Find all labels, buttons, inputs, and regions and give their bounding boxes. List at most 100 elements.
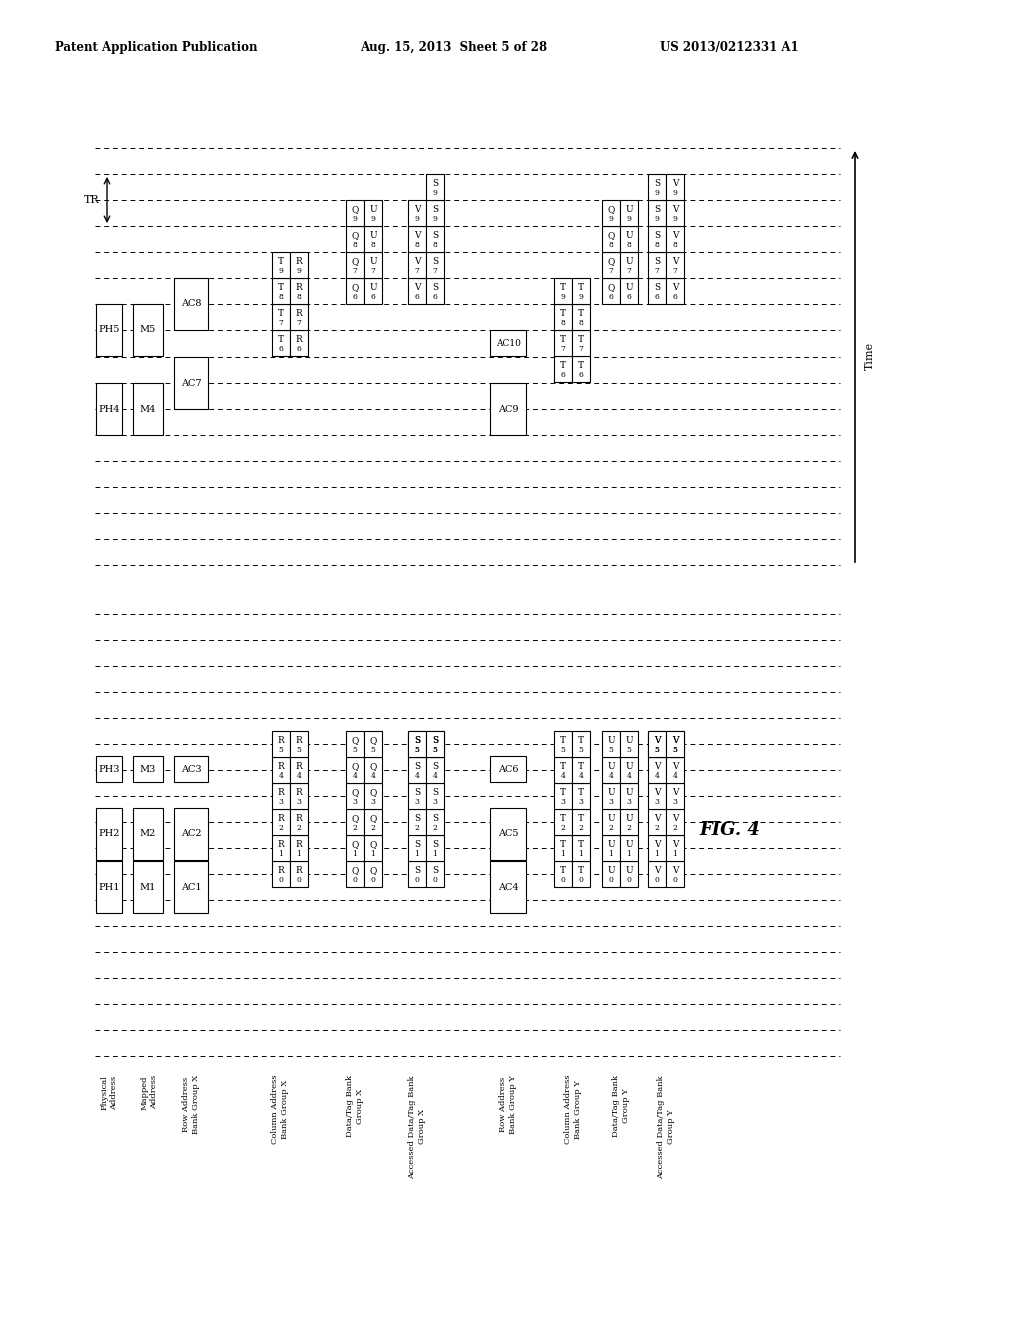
Bar	[554, 836, 572, 861]
Text: 1: 1	[560, 850, 565, 858]
Text: 4: 4	[371, 772, 376, 780]
Text: 7: 7	[560, 345, 565, 352]
Text: 2: 2	[560, 824, 565, 832]
Bar	[96, 756, 122, 781]
Text: AC2: AC2	[180, 829, 202, 838]
Text: 6: 6	[297, 345, 301, 352]
Text: U: U	[370, 205, 377, 214]
Text: 3: 3	[352, 797, 357, 805]
Bar	[426, 783, 444, 809]
Text: Q: Q	[351, 788, 358, 796]
Text: S: S	[414, 840, 420, 849]
Text: R: R	[278, 813, 285, 822]
Text: V: V	[653, 762, 660, 771]
Bar	[290, 279, 308, 304]
Text: V: V	[672, 762, 678, 771]
Text: S: S	[414, 813, 420, 822]
Text: 3: 3	[415, 797, 420, 805]
Text: AC6: AC6	[498, 764, 518, 774]
Text: T: T	[578, 334, 584, 343]
Text: 7: 7	[608, 267, 613, 275]
Text: 8: 8	[279, 293, 284, 301]
Text: S: S	[432, 282, 438, 292]
Bar	[272, 330, 290, 356]
Text: T: T	[278, 256, 284, 265]
Bar	[272, 279, 290, 304]
Text: 2: 2	[432, 824, 437, 832]
Text: 7: 7	[627, 267, 632, 275]
Text: 3: 3	[608, 797, 613, 805]
Text: 1: 1	[415, 850, 420, 858]
Text: Q: Q	[607, 205, 614, 214]
Text: 2: 2	[352, 824, 357, 832]
Bar	[554, 756, 572, 783]
Text: T: T	[578, 762, 584, 771]
Text: M1: M1	[140, 883, 157, 891]
Text: S: S	[432, 840, 438, 849]
Bar	[346, 756, 364, 783]
Bar	[602, 783, 620, 809]
Text: 4: 4	[673, 772, 678, 780]
Text: 7: 7	[673, 267, 678, 275]
Bar	[272, 783, 290, 809]
Text: 2: 2	[297, 824, 301, 832]
Bar	[666, 279, 684, 304]
Text: 3: 3	[371, 797, 376, 805]
Bar	[572, 356, 590, 381]
Bar	[272, 731, 290, 756]
Text: S: S	[654, 256, 660, 265]
Text: T: T	[578, 866, 584, 875]
Text: 4: 4	[608, 772, 613, 780]
Bar	[290, 304, 308, 330]
Bar	[554, 279, 572, 304]
Bar	[290, 731, 308, 756]
Bar	[346, 809, 364, 836]
Bar	[364, 279, 382, 304]
Text: S: S	[414, 866, 420, 875]
Bar	[364, 201, 382, 226]
Text: 8: 8	[371, 240, 376, 248]
Bar	[408, 861, 426, 887]
Bar	[290, 756, 308, 783]
Text: FIG. 4: FIG. 4	[699, 821, 761, 840]
Text: U: U	[626, 762, 633, 771]
Bar	[648, 731, 666, 756]
Bar	[346, 836, 364, 861]
Text: 4: 4	[579, 772, 584, 780]
Text: AC1: AC1	[180, 883, 202, 891]
Text: T: T	[278, 334, 284, 343]
Bar	[490, 808, 526, 861]
Text: R: R	[278, 735, 285, 744]
Text: Accessed Data/Tag Bank
Group Y: Accessed Data/Tag Bank Group Y	[657, 1074, 675, 1179]
Text: Column Address
Bank Group Y: Column Address Bank Group Y	[564, 1074, 582, 1144]
Bar	[490, 383, 526, 436]
Text: Q: Q	[351, 231, 358, 240]
Text: 9: 9	[415, 215, 420, 223]
Text: V: V	[672, 735, 678, 744]
Text: V: V	[672, 788, 678, 796]
Text: 6: 6	[352, 293, 357, 301]
Text: PH2: PH2	[98, 829, 120, 838]
Bar	[572, 836, 590, 861]
Text: S: S	[654, 231, 660, 240]
Text: Q: Q	[351, 282, 358, 292]
Text: 5: 5	[371, 746, 376, 754]
Text: U: U	[626, 231, 633, 240]
Bar	[666, 731, 684, 756]
Text: V: V	[672, 813, 678, 822]
Text: 5: 5	[654, 746, 659, 754]
Bar	[290, 252, 308, 279]
Bar	[554, 861, 572, 887]
Bar	[572, 731, 590, 756]
Text: V: V	[653, 866, 660, 875]
Bar	[648, 861, 666, 887]
Bar	[426, 279, 444, 304]
Bar	[346, 861, 364, 887]
Text: Q: Q	[607, 282, 614, 292]
Text: T: T	[560, 866, 566, 875]
Bar	[364, 836, 382, 861]
Bar	[602, 731, 620, 756]
Bar	[272, 861, 290, 887]
Bar	[364, 756, 382, 783]
Bar	[426, 756, 444, 783]
